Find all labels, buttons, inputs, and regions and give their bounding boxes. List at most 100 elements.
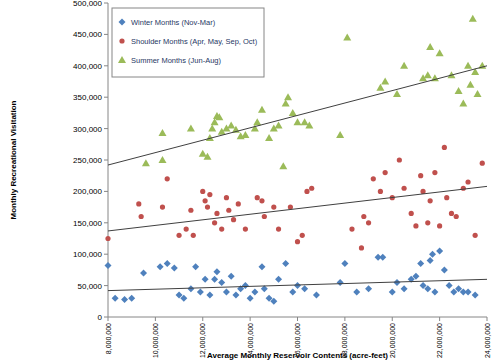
point — [294, 118, 302, 125]
point — [192, 263, 199, 270]
y-tick-label: 300,000 — [73, 125, 102, 134]
point — [441, 266, 448, 273]
point — [465, 179, 470, 184]
trend-line — [108, 186, 487, 231]
point — [378, 189, 383, 194]
point — [409, 211, 414, 216]
point — [389, 288, 396, 295]
point — [184, 226, 189, 231]
point — [465, 288, 472, 295]
x-tick-label: 20,000,000 — [389, 323, 396, 358]
point — [412, 273, 419, 280]
point — [255, 195, 260, 200]
point — [213, 268, 220, 275]
point — [136, 201, 141, 206]
y-tick — [104, 97, 108, 98]
point — [241, 131, 249, 138]
point — [449, 211, 454, 216]
point — [366, 220, 371, 225]
point — [464, 62, 472, 69]
point — [472, 292, 479, 299]
legend-box — [112, 8, 264, 77]
legend-label: Winter Months (Nov-Mar) — [131, 18, 216, 27]
x-axis-title: Average Monthly Reservoir Contents (acre… — [207, 351, 388, 360]
point — [424, 71, 432, 78]
point — [371, 176, 376, 181]
point — [258, 263, 265, 270]
point — [232, 292, 239, 299]
point — [105, 262, 112, 269]
y-tick-label: 500,000 — [73, 0, 102, 8]
point — [160, 205, 165, 210]
point — [208, 125, 216, 132]
point — [226, 208, 231, 213]
point — [336, 131, 344, 138]
point — [270, 298, 277, 305]
point — [205, 205, 210, 210]
y-tick-label: 0 — [98, 313, 103, 322]
point — [400, 62, 408, 69]
point — [361, 214, 366, 219]
point — [242, 282, 249, 289]
point — [271, 205, 276, 210]
point — [429, 251, 436, 258]
point — [295, 239, 300, 244]
point — [200, 189, 205, 194]
legend-marker — [118, 56, 126, 63]
y-tick-label: 100,000 — [73, 250, 102, 259]
legend-marker — [119, 19, 126, 26]
point — [474, 90, 482, 97]
point — [413, 223, 418, 228]
x-tick — [250, 317, 251, 321]
point — [381, 78, 389, 85]
y-tick-label: 150,000 — [73, 219, 102, 228]
point — [309, 186, 314, 191]
point — [461, 186, 466, 191]
x-tick-label: 8,000,000 — [105, 323, 112, 354]
point — [171, 265, 178, 272]
y-tick-label: 450,000 — [73, 30, 102, 39]
point — [165, 176, 170, 181]
point — [202, 276, 209, 283]
point — [212, 220, 217, 225]
point — [140, 270, 147, 277]
point — [425, 220, 430, 225]
trend-line — [108, 279, 487, 290]
point — [455, 87, 463, 94]
x-tick — [297, 317, 298, 321]
point — [459, 99, 467, 106]
point — [289, 109, 297, 116]
point — [218, 279, 225, 286]
point — [142, 159, 150, 166]
point — [282, 99, 290, 106]
point — [341, 260, 348, 267]
y-axis-title: Monthly Recreational Visitation — [9, 100, 18, 219]
point — [300, 233, 305, 238]
point — [469, 15, 477, 22]
point — [187, 125, 195, 132]
legend-label: Summer Months (Jun-Aug) — [131, 56, 222, 65]
point — [258, 106, 266, 113]
point — [353, 288, 360, 295]
point — [431, 288, 438, 295]
point — [359, 245, 364, 250]
point — [112, 295, 119, 302]
point — [224, 195, 229, 200]
x-tick-label: 12,000,000 — [199, 323, 206, 358]
point — [228, 273, 235, 280]
point — [176, 233, 181, 238]
point — [343, 34, 351, 41]
point — [207, 192, 212, 197]
point — [473, 233, 478, 238]
y-tick — [104, 285, 108, 286]
point — [383, 170, 388, 175]
point — [313, 292, 320, 299]
point — [480, 161, 485, 166]
point — [262, 214, 267, 219]
point — [236, 201, 241, 206]
y-tick-label: 200,000 — [73, 187, 102, 196]
point — [427, 257, 434, 264]
point — [301, 118, 309, 125]
point — [223, 288, 230, 295]
point — [253, 118, 261, 125]
